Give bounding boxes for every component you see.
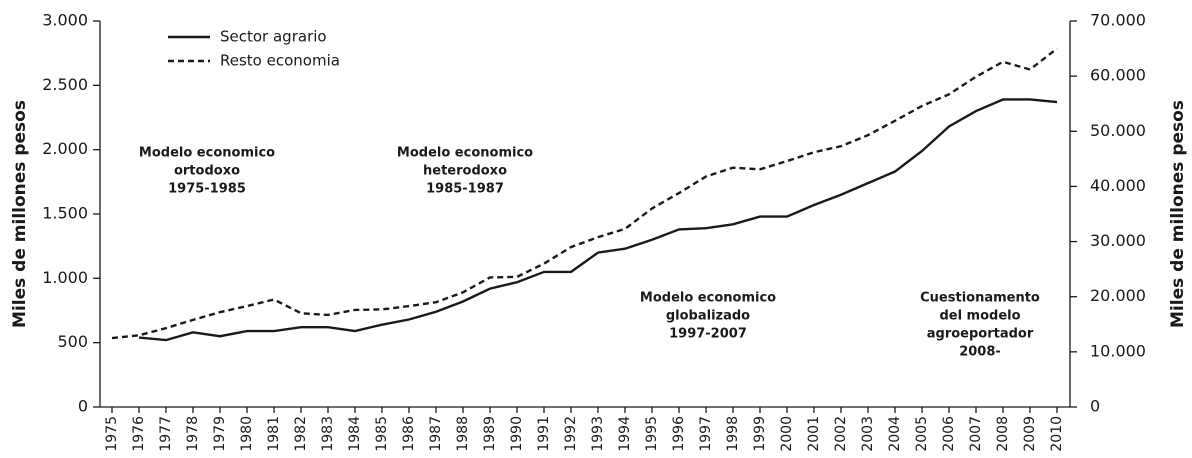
y-tick-label: 2.000 [42, 139, 88, 158]
y-tick-label: 500 [57, 332, 88, 351]
x-tick-label: 1991 [536, 416, 552, 452]
x-tick-label: 1999 [752, 416, 768, 452]
x-tick-label: 2002 [833, 416, 849, 452]
legend-label: Sector agrario [220, 28, 327, 46]
x-tick-label: 2004 [887, 416, 903, 452]
x-tick-label: 2000 [779, 416, 795, 452]
x-tick-label: 1977 [158, 416, 174, 452]
x-tick-label: 2010 [1049, 416, 1065, 452]
annotation: Modelo economico [397, 146, 533, 161]
x-tick-label: 1995 [644, 416, 660, 452]
x-tick-label: 2001 [806, 416, 822, 452]
x-tick-label: 1976 [131, 416, 147, 452]
annotation: 1975-1985 [168, 182, 246, 197]
x-tick-label: 1997 [698, 416, 714, 452]
x-tick-label: 1992 [563, 416, 579, 452]
y-axis-title: Miles de millones pesos [10, 100, 30, 328]
x-tick-label: 1984 [347, 416, 363, 452]
x-tick-label: 1975 [104, 416, 120, 452]
x-tick-label: 1998 [725, 416, 741, 452]
x-tick-label: 1986 [401, 416, 417, 452]
x-tick-label: 2007 [968, 416, 984, 452]
y-tick-label: 1.000 [42, 268, 88, 287]
y2-tick-label: 40.000 [1090, 176, 1146, 195]
y2-tick-label: 30.000 [1090, 231, 1146, 250]
x-tick-label: 1982 [293, 416, 309, 452]
x-tick-label: 1978 [185, 416, 201, 452]
legend-label: Resto economia [220, 52, 340, 70]
y-tick-label: 1.500 [42, 204, 88, 223]
x-tick-label: 2008 [995, 416, 1011, 452]
x-tick-label: 1980 [239, 416, 255, 452]
y2-axis-title: Miles de millones pesos [1168, 100, 1188, 328]
x-tick-label: 2003 [860, 416, 876, 452]
series-line [138, 98, 1058, 342]
x-tick-label: 1990 [509, 416, 525, 452]
x-tick-label: 2006 [941, 416, 957, 452]
annotation: 1985-1987 [426, 182, 504, 197]
y2-tick-label: 50.000 [1090, 121, 1146, 140]
x-tick-label: 1988 [455, 416, 471, 452]
x-tick-label: 1981 [266, 416, 282, 452]
x-tick-label: 1996 [671, 416, 687, 452]
annotation: Modelo economico [640, 291, 776, 306]
x-tick-label: 1985 [374, 416, 390, 452]
annotation: 2008- [959, 345, 1001, 360]
annotation: ortodoxo [174, 164, 240, 179]
x-tick-label: 2009 [1022, 416, 1038, 452]
annotation: globalizado [666, 309, 750, 324]
annotation: Modelo economico [139, 146, 275, 161]
x-tick-label: 2005 [914, 416, 930, 452]
x-tick-label: 1987 [428, 416, 444, 452]
annotation: Cuestionamento [920, 291, 1040, 306]
annotation: heterodoxo [423, 164, 507, 179]
x-tick-label: 1994 [617, 416, 633, 452]
annotation: del modelo [939, 309, 1020, 324]
annotation: agroeportador [927, 327, 1034, 342]
y2-tick-label: 20.000 [1090, 286, 1146, 305]
y2-tick-label: 60.000 [1090, 66, 1146, 85]
y2-tick-label: 70.000 [1090, 11, 1146, 30]
x-tick-label: 1979 [212, 416, 228, 452]
x-tick-label: 1989 [482, 416, 498, 452]
y-tick-label: 3.000 [42, 11, 88, 30]
y-tick-label: 2.500 [42, 75, 88, 94]
series-line [111, 47, 1058, 340]
y2-tick-label: 10.000 [1090, 341, 1146, 360]
x-tick-label: 1993 [590, 416, 606, 452]
y-tick-label: 0 [78, 397, 88, 416]
annotation: 1997-2007 [669, 327, 747, 342]
x-tick-label: 1983 [320, 416, 336, 452]
y2-tick-label: 0 [1090, 397, 1100, 416]
